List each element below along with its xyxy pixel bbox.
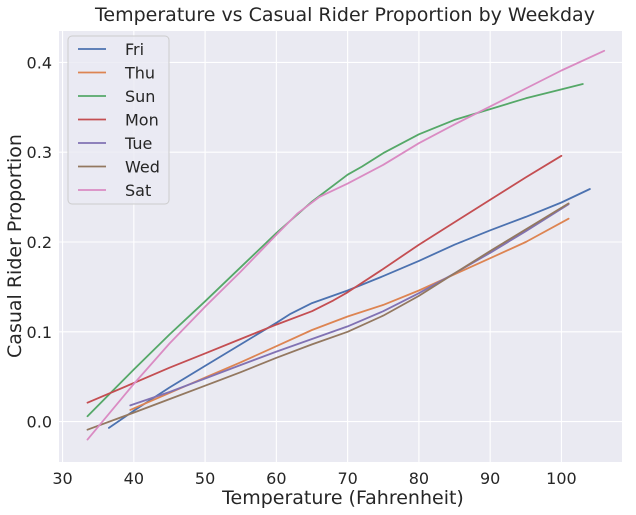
x-tick-label: 60 (266, 469, 286, 488)
legend-label-thu: Thu (124, 64, 155, 83)
chart-title: Temperature vs Casual Rider Proportion b… (94, 4, 595, 26)
series-line-fri (108, 188, 591, 429)
y-tick-label: 0.2 (27, 233, 52, 252)
legend-label-wed: Wed (125, 158, 160, 177)
x-tick-label: 70 (337, 469, 357, 488)
series-line-tue (129, 203, 570, 407)
grid-lines (59, 31, 622, 462)
x-tick-label: 90 (480, 469, 500, 488)
series-line-wed (86, 202, 570, 431)
legend-frame (67, 35, 170, 205)
y-tick-labels: 0.0 0.1 0.2 0.3 0.4 (27, 53, 52, 431)
legend-label-sun: Sun (125, 87, 155, 106)
legend-label-mon: Mon (125, 111, 159, 130)
legend-label-tue: Tue (124, 134, 152, 153)
legend: Fri Thu Sun Mon Tue Wed Sat (67, 35, 170, 205)
series-line-sun (86, 83, 584, 418)
x-tick-label: 100 (546, 469, 577, 488)
x-tick-label: 30 (52, 469, 72, 488)
series-line-mon (86, 154, 563, 404)
y-tick-label: 0.0 (27, 413, 52, 432)
series-line-sat (86, 49, 606, 441)
x-tick-label: 50 (195, 469, 215, 488)
x-tick-label: 40 (124, 469, 144, 488)
legend-label-sat: Sat (125, 181, 151, 200)
legend-label-fri: Fri (125, 40, 144, 59)
y-tick-label: 0.1 (27, 323, 52, 342)
y-tick-label: 0.4 (27, 53, 52, 72)
series-layer (86, 49, 606, 441)
x-tick-labels: 30 40 50 60 70 80 90 100 (52, 469, 576, 488)
y-axis-label: Casual Rider Proportion (4, 134, 26, 358)
x-axis-label: Temperature (Fahrenheit) (221, 487, 464, 509)
y-tick-label: 0.3 (27, 143, 52, 162)
x-tick-label: 80 (409, 469, 429, 488)
